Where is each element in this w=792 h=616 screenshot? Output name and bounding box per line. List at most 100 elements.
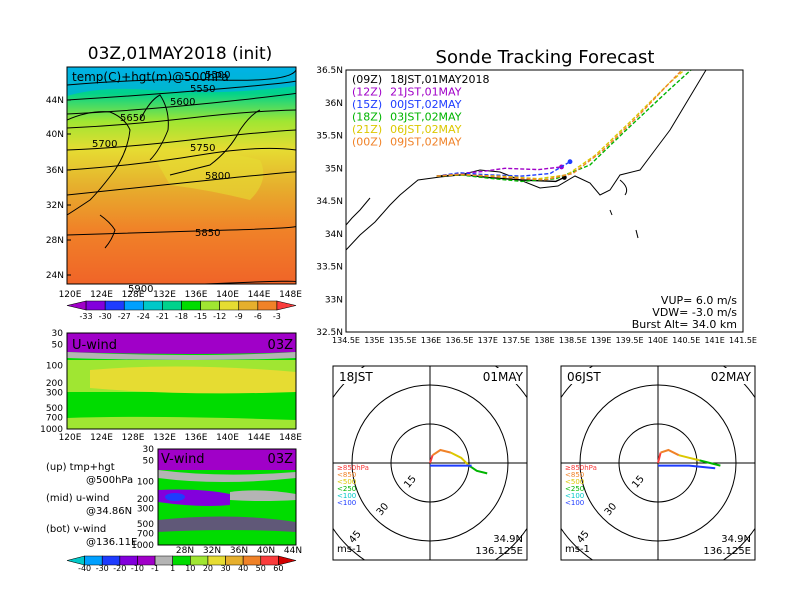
- colorbar-label: 40: [238, 564, 248, 573]
- track-legend-code: (21Z): [352, 123, 382, 136]
- pressure-tick-label: 100: [46, 362, 63, 372]
- colorbar-label: -10: [131, 564, 144, 573]
- lat-tick-label: 34.5N: [316, 197, 343, 207]
- track-legend-entry: (18Z) 03JST,02MAY: [352, 111, 462, 124]
- lon-tick-label: 139E: [591, 336, 611, 345]
- lon-tick-label: 135.5E: [389, 336, 417, 345]
- hodo-lon: 136.125E: [475, 546, 523, 557]
- lat-tick-label: 33.5N: [316, 263, 343, 273]
- lon-tick-label: 136.5E: [445, 336, 473, 345]
- v-min: [165, 493, 185, 501]
- contour-label: 5550: [190, 84, 215, 95]
- colorbar-swatch: [278, 555, 297, 566]
- header-bg: [563, 368, 613, 384]
- level-legend: <100: [565, 499, 584, 507]
- v-weak2: [230, 490, 296, 501]
- ring-label: 30: [375, 501, 392, 518]
- lat-tick-label: 44N: [284, 546, 302, 556]
- note-mid-1: (mid) u-wind: [46, 493, 109, 504]
- level-legend: <100: [337, 492, 356, 500]
- colorbar-label: 50: [256, 564, 266, 573]
- lat-tick-label: 44N: [46, 96, 64, 106]
- lat-tick-label: 34N: [325, 230, 343, 240]
- u-weak: [67, 352, 296, 360]
- track-series-line: [436, 174, 565, 183]
- colorbar-label: -30: [96, 564, 109, 573]
- lon-tick-label: 140E: [216, 433, 239, 443]
- burst-text: Burst Alt= 34.0 km: [632, 318, 737, 331]
- lon-tick-label: 144E: [248, 433, 271, 443]
- pressure-tick-label: 1000: [131, 541, 154, 551]
- track-legend-label: 00JST,02MAY: [390, 98, 462, 111]
- hodograph-segment: [657, 452, 662, 464]
- temp-map: temp(C)+hgt(m)@500hPa 5550 5500 5600 565…: [46, 66, 302, 300]
- pressure-tick-label: 30: [143, 445, 155, 455]
- temp-overlay-label: temp(C)+hgt(m)@500hPa: [72, 70, 229, 84]
- track-series-line: [436, 70, 692, 183]
- hodograph-rings: [333, 366, 527, 560]
- lon-tick-label: 139.5E: [616, 336, 644, 345]
- lat-tick-label: 32N: [46, 201, 64, 211]
- lon-tick-label: 124E: [90, 290, 113, 300]
- colorbar-swatch: [276, 300, 297, 311]
- lat-tick-label: 40N: [46, 130, 64, 140]
- level-legend: <850: [337, 471, 356, 479]
- track-legend-code: (00Z): [352, 136, 382, 149]
- lon-tick-label: 136E: [185, 433, 208, 443]
- v-wind-label: V-wind: [161, 452, 205, 467]
- lat-tick-label: 28N: [176, 546, 194, 556]
- track-lat-ticks: 36.5N 36N 35.5N 35N 34.5N 34N 33.5N 33N 32.5N: [316, 66, 343, 338]
- track-legend-entry: (15Z) 00JST,02MAY: [352, 98, 462, 111]
- pressure-tick-label: 50: [52, 341, 64, 351]
- hodo-unit: ms-1: [337, 544, 362, 555]
- colorbar-swatch: [181, 300, 201, 311]
- hodo-lon: 136.125E: [703, 546, 751, 557]
- colorbar-label: -18: [175, 312, 188, 321]
- colorbar-label: -20: [113, 564, 126, 573]
- track-legend-entry: (09Z) 18JST,01MAY2018: [352, 73, 489, 86]
- ring-label: 30: [603, 501, 620, 518]
- contour-label: 5650: [120, 113, 145, 124]
- colorbar-swatch: [123, 300, 144, 311]
- wind-colorbar: -40 -30 -20 -10 -1 1 10 20 30 40 50 60: [66, 555, 297, 573]
- colorbar-label: -24: [137, 312, 150, 321]
- colorbar-label: 20: [203, 564, 213, 573]
- ring-label: 15: [402, 474, 419, 491]
- colorbar-label: -1: [151, 564, 159, 573]
- note-up-2: @500hPa: [86, 475, 133, 486]
- hodo-unit: ms-1: [565, 544, 590, 555]
- lat-tick-label: 36N: [46, 166, 64, 176]
- header-bg: [335, 368, 385, 384]
- lon-tick-label: 140.5E: [672, 336, 700, 345]
- colorbar-label: -33: [80, 312, 93, 321]
- coastlines: [67, 94, 261, 249]
- level-legend: <850: [565, 471, 584, 479]
- lon-tick-label: 134.5E: [332, 336, 360, 345]
- colorbar-label: -21: [156, 312, 169, 321]
- lat-tick-label: 32.5N: [316, 328, 343, 338]
- v-lat-ticks: 28N 32N 36N 40N 44N: [176, 546, 302, 556]
- hodograph-frame: [560, 365, 756, 561]
- hodo-time: 18JST: [339, 370, 373, 384]
- level-legend: <500: [337, 478, 356, 486]
- note-up-1: (up) tmp+hgt: [46, 462, 115, 473]
- level-legend: ≥850hPa: [565, 464, 597, 472]
- contour-label: 5600: [170, 97, 195, 108]
- lat-tick-label: 40N: [257, 546, 275, 556]
- colorbar-label: 1: [170, 564, 175, 573]
- contour-label: 5900: [128, 284, 153, 295]
- hodograph-segment: [658, 464, 716, 470]
- colorbar-swatch: [143, 300, 163, 311]
- colorbar-label: -12: [213, 312, 226, 321]
- lon-tick-label: 135E: [364, 336, 384, 345]
- lon-tick-label: 124E: [90, 433, 113, 443]
- colorbar-label: -27: [118, 312, 131, 321]
- lat-tick-label: 36.5N: [316, 66, 343, 76]
- lon-tick-label: 120E: [59, 290, 82, 300]
- track-legend-entry: (21Z) 06JST,02MAY: [352, 123, 462, 136]
- track-map: (09Z) 18JST,01MAY2018(12Z) 21JST,01MAY(15Z…: [316, 66, 757, 345]
- v-low: [158, 516, 296, 532]
